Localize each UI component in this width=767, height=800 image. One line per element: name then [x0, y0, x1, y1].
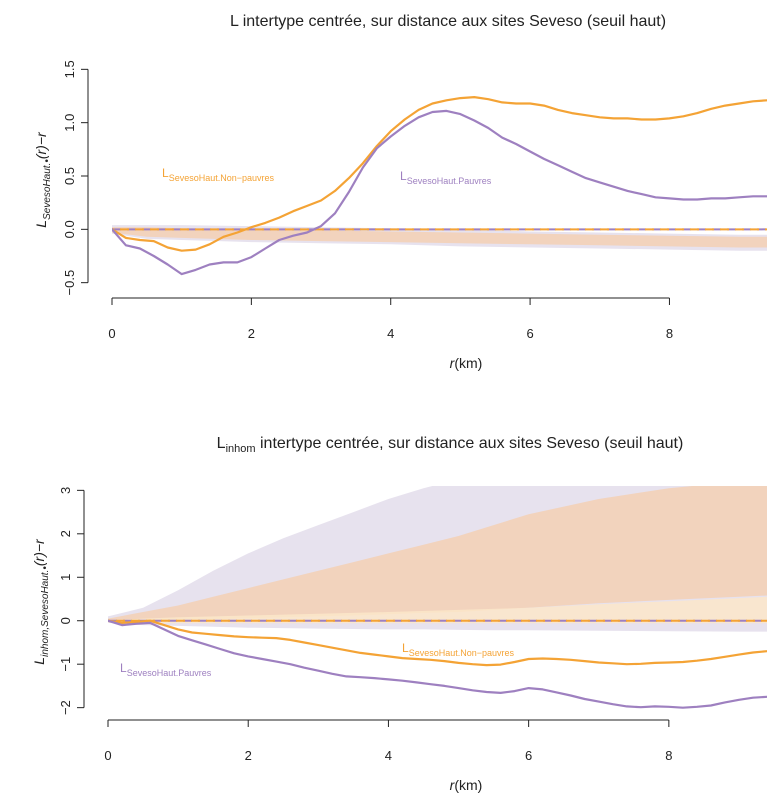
x-tick-label: 6 — [526, 326, 533, 341]
chart-top-envelopes — [112, 225, 767, 251]
x-tick-label: 2 — [245, 748, 252, 763]
chart-bottom-y-axis-label-base: L — [31, 657, 47, 665]
chart-bottom-label-pauvres-sub: SevesoHaut.Pauvres — [127, 668, 212, 678]
chart-top-y-axis-label-base: L — [33, 220, 49, 228]
chart-bottom-x-axis-label: r(km) — [450, 777, 483, 793]
chart-bottom-y-axis: −2 −1 0 1 2 3 — [58, 487, 85, 715]
chart-bottom-title-rest: intertype centrée, sur distance aux site… — [256, 435, 684, 452]
chart-bottom-label-non-pauvres: LSevesoHaut.Non−pauvres — [402, 641, 515, 658]
chart-bottom-label-pauvres-base: L — [120, 661, 127, 675]
chart-top-series-non-pauvres — [112, 95, 767, 252]
chart-bottom-series-non-pauvres — [108, 619, 767, 667]
chart-top-label-non-pauvres-sub: SevesoHaut.Non−pauvres — [169, 173, 275, 183]
y-tick-label: 1.5 — [62, 60, 77, 78]
chart-top-x-axis-label-var: r — [450, 355, 456, 371]
chart-top: L intertype centrée, sur distance aux si… — [33, 13, 767, 371]
chart-bottom-envelope-2 — [108, 596, 767, 624]
y-tick-label: −1 — [58, 657, 73, 672]
chart-bottom-title: Linhom intertype centrée, sur distance a… — [217, 435, 684, 455]
chart-top-title: L intertype centrée, sur distance aux si… — [230, 13, 666, 30]
x-tick-label: 4 — [385, 748, 392, 763]
x-tick-label: 0 — [104, 748, 111, 763]
chart-top-series-pauvres — [112, 109, 767, 276]
chart-top-label-pauvres-sub: SevesoHaut.Pauvres — [407, 176, 492, 186]
y-tick-label: −0.5 — [62, 270, 77, 296]
x-tick-label: 8 — [665, 748, 672, 763]
chart-top-y-axis-label: LSevesoHaut.•(r)−r — [33, 131, 53, 228]
chart-top-y-axis: −0.5 0.0 0.5 1.0 1.5 — [62, 60, 89, 296]
chart-top-curves — [112, 95, 767, 276]
chart-top-x-axis-label: r(km) — [450, 355, 483, 371]
y-tick-label: −2 — [58, 700, 73, 715]
chart-bottom-title-sub: inhom — [226, 443, 256, 455]
chart-top-label-non-pauvres-base: L — [162, 166, 169, 180]
chart-bottom-y-axis-label: Linhom,SevesoHaut.•(r)−r — [31, 538, 51, 665]
y-tick-label: 2 — [58, 530, 73, 537]
chart-bottom-y-axis-label-sub: inhom,SevesoHaut.• — [40, 566, 51, 657]
chart-top-label-pauvres-base: L — [400, 169, 407, 183]
chart-bottom: Linhom intertype centrée, sur distance a… — [31, 435, 767, 793]
chart-bottom-x-axis-label-var: r — [450, 777, 456, 793]
y-tick-label: 1.0 — [62, 114, 77, 132]
chart-bottom-x-axis: 0 2 4 6 8 — [104, 719, 672, 763]
x-tick-label: 8 — [666, 326, 673, 341]
x-tick-label: 4 — [387, 326, 394, 341]
y-tick-label: 3 — [58, 487, 73, 494]
chart-top-x-axis: 0 2 4 6 8 — [108, 297, 673, 341]
chart-top-y-axis-label-sub: SevesoHaut.• — [42, 159, 53, 220]
chart-top-envelope-1 — [112, 227, 767, 248]
chart-bottom-label-pauvres: LSevesoHaut.Pauvres — [120, 661, 212, 678]
chart-bottom-x-axis-label-unit: (km) — [454, 777, 482, 793]
y-tick-label: 1 — [58, 574, 73, 581]
chart-bottom-envelopes — [108, 486, 767, 632]
chart-bottom-label-non-pauvres-base: L — [402, 641, 409, 655]
chart-bottom-title-base: L — [217, 435, 226, 452]
chart-bottom-envelope-1 — [108, 486, 767, 622]
chart-top-label-non-pauvres: LSevesoHaut.Non−pauvres — [162, 166, 275, 183]
x-tick-label: 2 — [248, 326, 255, 341]
y-tick-label: 0.0 — [62, 220, 77, 238]
chart-bottom-curves — [108, 619, 767, 709]
y-tick-label: 0.5 — [62, 167, 77, 185]
chart-top-y-axis-label-tail: (r)−r — [33, 131, 49, 159]
chart-bottom-series-pauvres — [108, 619, 767, 709]
chart-top-label-pauvres: LSevesoHaut.Pauvres — [400, 169, 492, 186]
y-tick-label: 0 — [58, 617, 73, 624]
x-tick-label: 0 — [108, 326, 115, 341]
chart-bottom-y-axis-label-tail: (r)−r — [31, 538, 47, 566]
chart-top-x-axis-label-unit: (km) — [454, 355, 482, 371]
x-tick-label: 6 — [525, 748, 532, 763]
chart-bottom-label-non-pauvres-sub: SevesoHaut.Non−pauvres — [409, 648, 515, 658]
